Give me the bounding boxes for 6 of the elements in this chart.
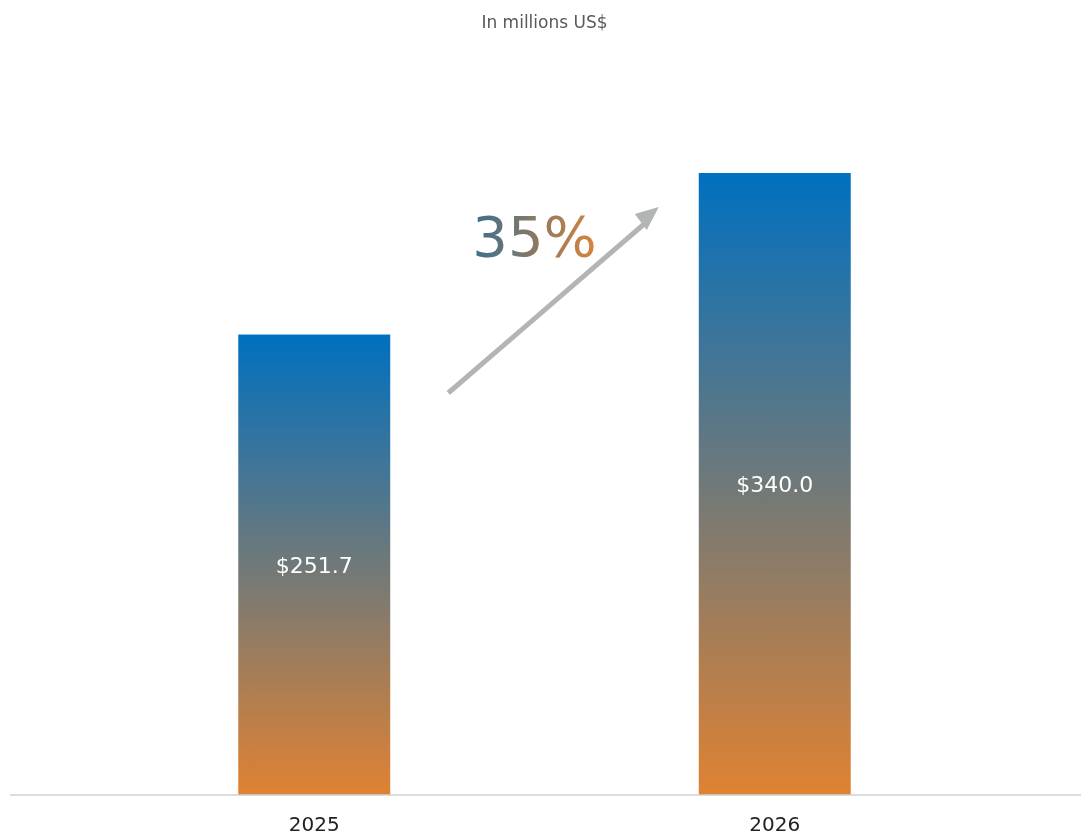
x-tick-label: 2025 [288, 812, 340, 836]
x-tick-label: 2026 [749, 812, 801, 836]
annotation: 35% [472, 204, 597, 269]
data-label: $251.7 [275, 552, 353, 578]
chart-subtitle: In millions US$ [481, 12, 608, 32]
data-label: $340.0 [736, 472, 814, 497]
